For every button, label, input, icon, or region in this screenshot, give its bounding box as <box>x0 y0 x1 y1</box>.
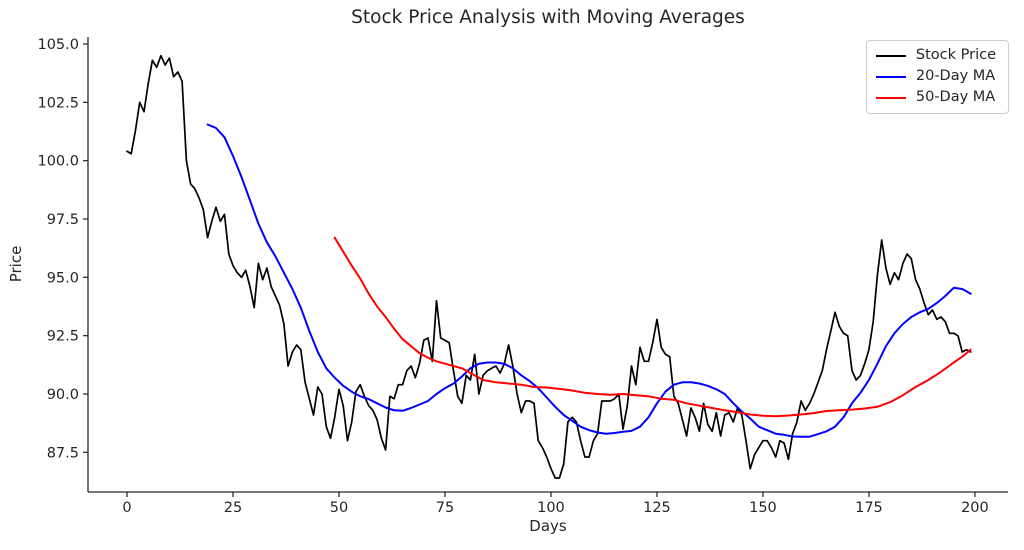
legend-entry: 50-Day MA <box>875 88 996 106</box>
legend-label: Stock Price <box>915 47 996 63</box>
y-tick-label: 95.0 <box>47 270 79 286</box>
legend-label: 20-Day MA <box>915 67 996 84</box>
x-tick-label: 175 <box>855 500 883 516</box>
series-line-50-day-ma <box>333 236 972 418</box>
legend: Stock Price 20-Day MA 50-Day MA <box>865 40 1009 114</box>
y-axis-label: Price <box>7 245 25 283</box>
x-tick-label: 75 <box>436 500 454 516</box>
series-line-20-day-ma <box>206 123 972 438</box>
y-tick-label: 92.5 <box>47 329 79 345</box>
x-tick-label: 100 <box>537 500 565 516</box>
y-tick-label: 87.5 <box>47 445 79 461</box>
y-tick-label: 105.0 <box>37 37 79 53</box>
x-tick-label: 200 <box>961 500 989 516</box>
y-tick-label: 102.5 <box>37 95 79 111</box>
x-tick-label: 150 <box>749 500 777 516</box>
x-tick-label: 125 <box>643 500 671 516</box>
chart-title: Stock Price Analysis with Moving Average… <box>351 7 745 28</box>
legend-line-swatch <box>875 75 906 78</box>
y-tick-label: 97.5 <box>47 212 79 228</box>
legend-entry: Stock Price <box>875 47 996 64</box>
legend-line-swatch <box>875 96 906 99</box>
legend-entry: 20-Day MA <box>875 67 996 85</box>
series-line-stock-price <box>126 54 972 479</box>
x-axis-label: Days <box>529 517 567 535</box>
x-tick-label: 0 <box>122 500 131 516</box>
y-tick-label: 90.0 <box>47 387 79 403</box>
x-tick-label: 25 <box>224 500 242 516</box>
legend-label: 50-Day MA <box>915 88 996 105</box>
legend-line-swatch <box>875 54 906 57</box>
y-tick-label: 100.0 <box>37 154 79 170</box>
x-tick-label: 50 <box>330 500 348 516</box>
